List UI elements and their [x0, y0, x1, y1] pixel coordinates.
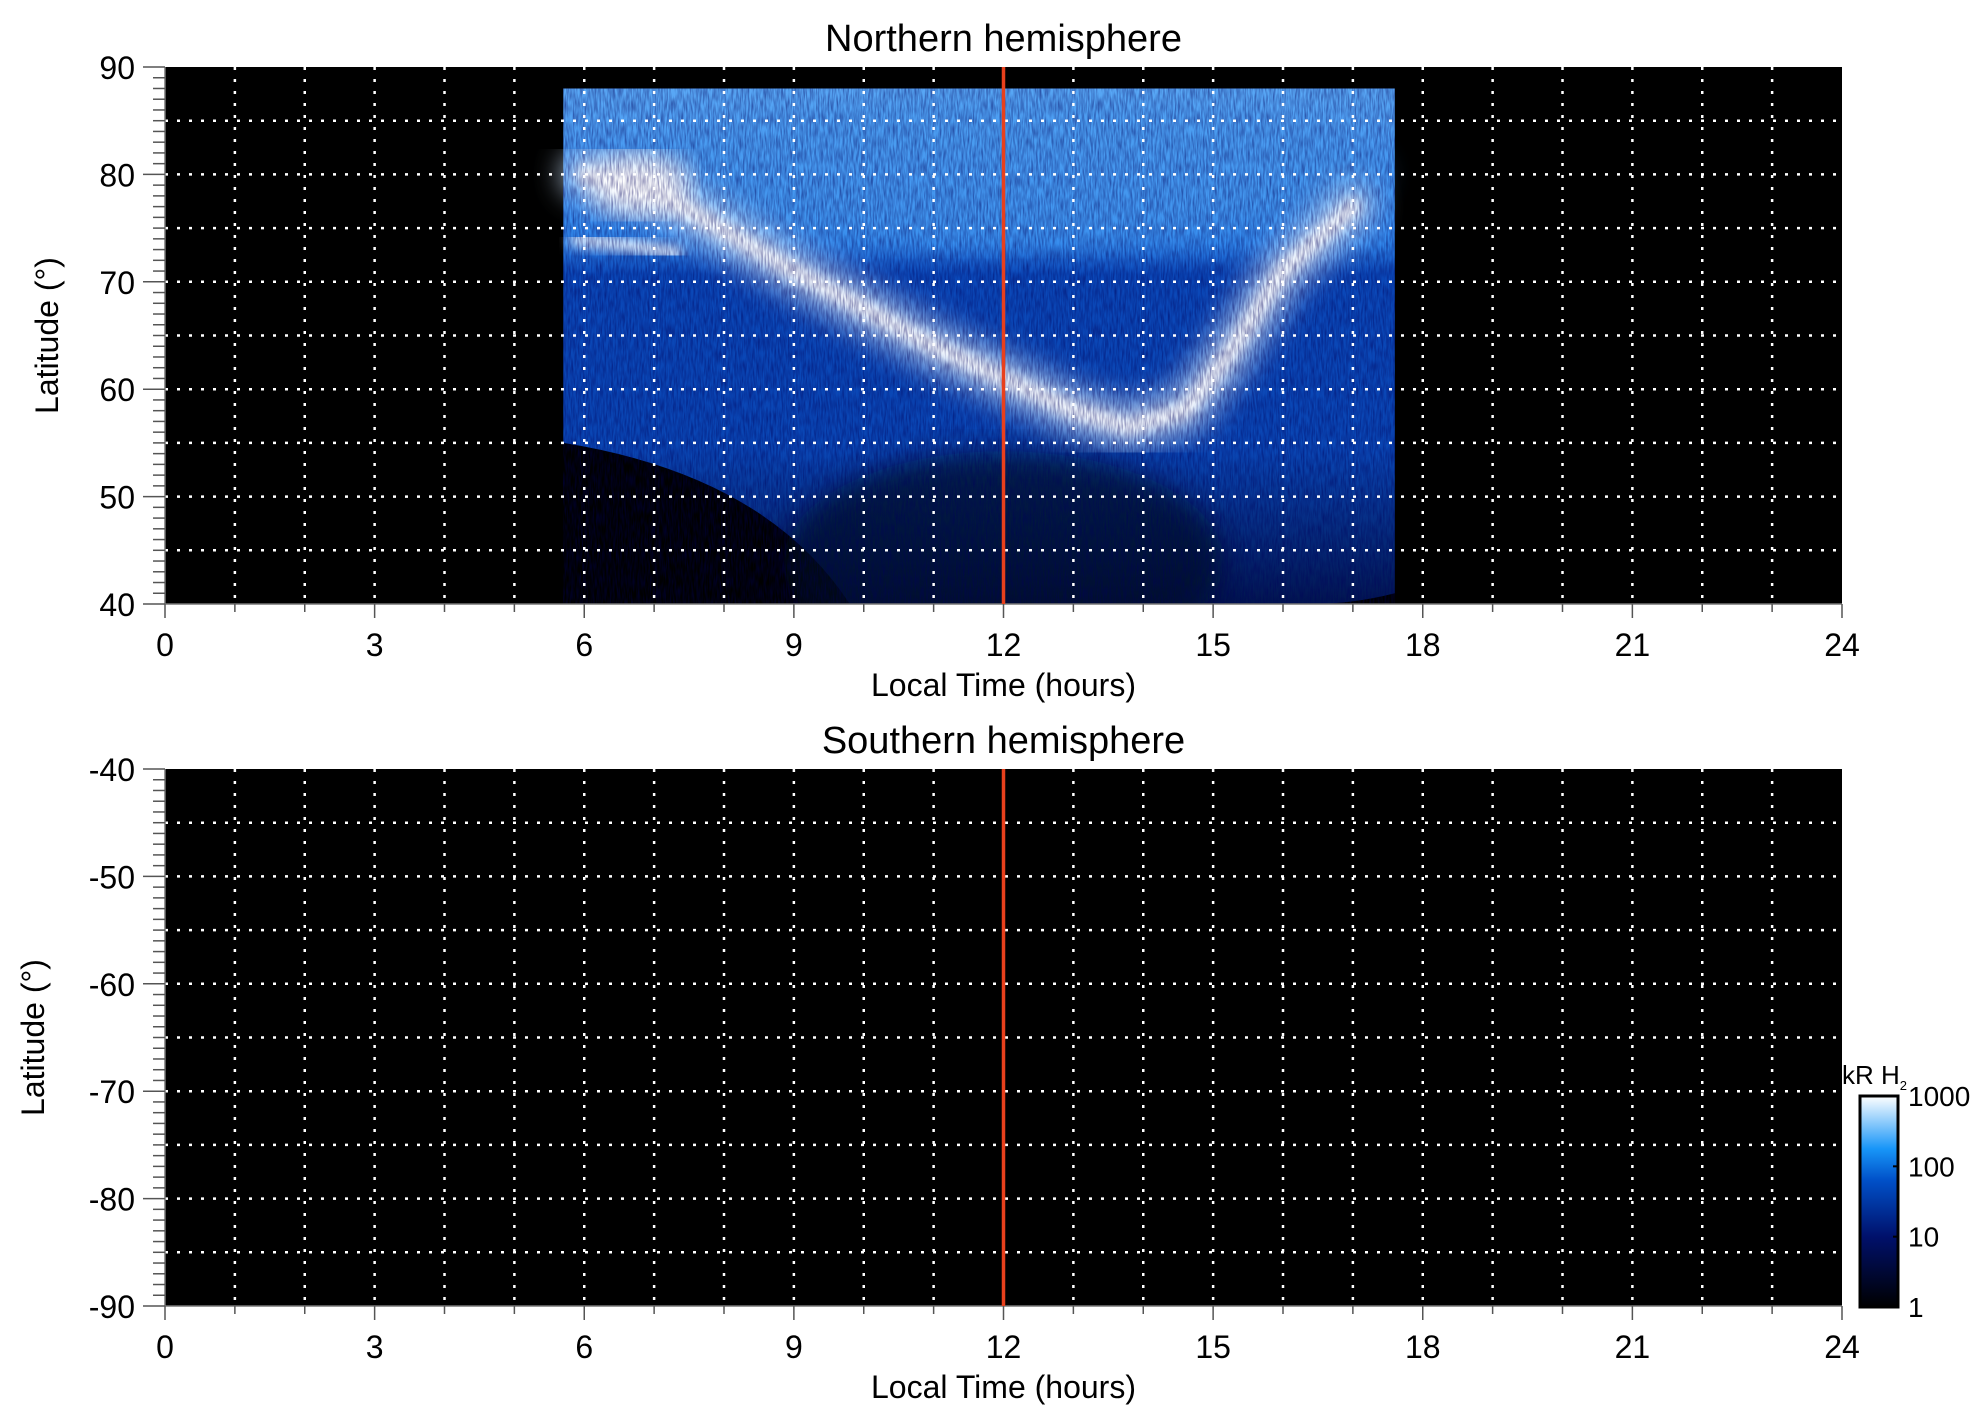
y-axis-label: Latitude (°): [29, 257, 65, 414]
y-tick-label: 70: [99, 265, 135, 301]
y-tick-label: -90: [89, 1289, 135, 1325]
x-tick-label: 0: [156, 1329, 174, 1365]
y-tick-label: 90: [99, 50, 135, 86]
axes: 0 3 6 9 12 15 18 21 24 -40 -50 -60 -70 -80 -90: [89, 752, 1860, 1365]
x-tick-label: 21: [1615, 627, 1651, 663]
x-tick-label: 24: [1824, 627, 1860, 663]
colorbar-tick-label: 100: [1908, 1151, 1955, 1182]
y-tick-label: -50: [89, 859, 135, 895]
y-axis-label: Latitude (°): [15, 959, 51, 1116]
x-tick-label: 9: [785, 1329, 803, 1365]
colorbar-tick-label: 1000: [1908, 1081, 1970, 1112]
southern-panel: 0 3 6 9 12 15 18 21 24 -40 -50 -60 -70 -80 -90 Southern…: [15, 720, 1860, 1405]
y-tick-label: -60: [89, 967, 135, 1003]
y-tick-label: 40: [99, 587, 135, 623]
colorbar-label-subscript: 2: [1900, 1078, 1907, 1093]
x-tick-label: 18: [1405, 627, 1441, 663]
x-tick-label: 12: [986, 1329, 1022, 1365]
x-tick-label: 9: [785, 627, 803, 663]
x-tick-label: 15: [1195, 627, 1231, 663]
colorbar-gradient: [1858, 1094, 1900, 1309]
y-tick-label: -70: [89, 1074, 135, 1110]
x-axis-label: Local Time (hours): [871, 1369, 1136, 1405]
panel-title: Northern hemisphere: [825, 18, 1182, 60]
x-tick-label: 3: [366, 1329, 384, 1365]
axes: 0 3 6 9 12 15 18 21 24 90 80 70 60 50 40: [99, 50, 1859, 663]
y-tick-label: 80: [99, 157, 135, 193]
y-tick-label: 60: [99, 372, 135, 408]
x-tick-label: 18: [1405, 1329, 1441, 1365]
colorbar: kR H2 1000 100 10 1: [1842, 1060, 1970, 1323]
colorbar-label: kR H2: [1842, 1060, 1907, 1093]
colorbar-tick-label: 10: [1908, 1222, 1939, 1253]
emission-map: [561, 88, 1395, 604]
x-tick-label: 6: [575, 1329, 593, 1365]
x-axis-label: Local Time (hours): [871, 667, 1136, 703]
x-tick-label: 21: [1615, 1329, 1651, 1365]
x-tick-label: 0: [156, 627, 174, 663]
x-tick-label: 15: [1195, 1329, 1231, 1365]
noise-texture: [563, 88, 1395, 604]
x-tick-label: 12: [986, 627, 1022, 663]
y-tick-label: -80: [89, 1182, 135, 1218]
x-tick-label: 3: [366, 627, 384, 663]
panel-title: Southern hemisphere: [822, 720, 1185, 762]
y-tick-label: 50: [99, 480, 135, 516]
northern-panel: 0 3 6 9 12 15 18 21 24 90 80 70 60 50 40 Northern hemis…: [29, 18, 1860, 703]
x-tick-label: 6: [575, 627, 593, 663]
x-tick-label: 24: [1824, 1329, 1860, 1365]
colorbar-tick-label: 1: [1908, 1292, 1924, 1323]
y-tick-label: -40: [89, 752, 135, 788]
